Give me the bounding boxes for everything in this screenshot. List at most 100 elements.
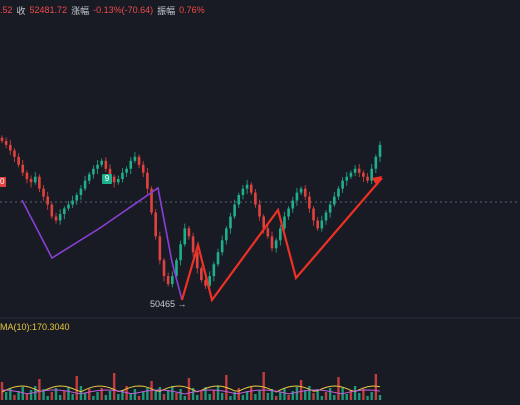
volume-bar	[328, 388, 332, 400]
candle-body	[303, 188, 307, 197]
signal-badge[interactable]: 9	[102, 174, 112, 184]
candle-body	[137, 156, 141, 165]
low-price-tag: 50465 →	[150, 299, 187, 309]
candle-body	[175, 260, 178, 277]
volume-bar	[108, 391, 112, 400]
volume-bar	[112, 373, 116, 400]
candle-body	[291, 200, 295, 209]
volume-bar	[258, 390, 261, 400]
volume-bar	[266, 393, 270, 400]
volume-bar	[241, 395, 245, 400]
candle-body	[333, 196, 336, 205]
candle-body	[308, 196, 311, 209]
volume-bar	[21, 387, 24, 400]
volume-bar	[245, 391, 249, 400]
candle-body	[374, 156, 378, 169]
volume-bar	[92, 396, 95, 400]
volume-bar	[362, 389, 365, 400]
candle-body	[83, 180, 87, 189]
candle-body	[29, 179, 33, 183]
volume-bar	[345, 394, 348, 400]
candle-body	[96, 164, 99, 169]
candle-body	[245, 184, 249, 189]
volume-bar	[312, 393, 315, 400]
candle-body	[225, 228, 228, 241]
candle-body	[13, 150, 16, 157]
candle-body	[357, 168, 361, 173]
change-value: -0.13%(-70.64)	[93, 5, 154, 15]
volume-bar	[46, 396, 49, 400]
low-price-arrow: →	[177, 299, 187, 309]
volume-bar	[262, 372, 265, 400]
candle-body	[150, 188, 153, 213]
volume-bar	[204, 387, 207, 400]
candle-body	[328, 204, 332, 213]
candle-body	[79, 188, 83, 195]
volume-bar	[349, 390, 353, 400]
volume-bar	[54, 388, 58, 400]
candle-body	[87, 174, 91, 181]
volume-bar	[270, 389, 274, 400]
volume-bar	[291, 391, 294, 400]
volume-bar	[75, 376, 78, 400]
volume-bar	[254, 394, 257, 400]
volume-bar	[308, 386, 311, 400]
volume-bar	[104, 395, 108, 400]
candle-body	[179, 244, 182, 261]
candle-body	[146, 172, 149, 189]
volume-bar	[274, 396, 278, 400]
volume-bar	[212, 390, 216, 400]
volume-bar	[4, 392, 8, 400]
candle-body	[229, 216, 232, 229]
left-edge-badge: 0	[0, 177, 6, 187]
volume-bar	[200, 391, 203, 400]
candle-body	[312, 208, 315, 221]
volume-bar	[250, 387, 253, 400]
amplitude-label: 振幅	[157, 5, 176, 16]
candle-body	[370, 168, 373, 181]
volume-bar	[0, 382, 4, 400]
volume-bar	[179, 389, 182, 400]
volume-bar	[142, 392, 145, 400]
candle-body	[54, 216, 58, 221]
candle-body	[50, 204, 54, 217]
candle-body	[274, 240, 278, 249]
candle-body	[378, 144, 382, 157]
candle-body	[4, 140, 8, 145]
volume-bar	[154, 391, 157, 400]
volume-bar	[117, 394, 120, 400]
volume-bar	[146, 388, 149, 400]
candle-body	[233, 204, 236, 217]
volume-bar	[100, 388, 103, 400]
info-prefix: .52	[0, 5, 13, 15]
candle-body	[366, 176, 369, 181]
volume-bar	[283, 388, 286, 400]
candle-body	[42, 188, 45, 197]
candle-body	[316, 220, 319, 229]
candle-body	[129, 160, 133, 169]
wave-line-red	[180, 177, 383, 303]
candle-body	[187, 228, 191, 237]
volume-bar	[88, 389, 91, 400]
candle-body	[279, 228, 282, 241]
volume-bar	[137, 396, 141, 400]
candle-body	[262, 216, 265, 229]
candle-body	[241, 188, 245, 195]
ma-line-purple	[1, 389, 381, 395]
volume-bar	[158, 387, 162, 400]
volume-bar	[358, 393, 361, 400]
candle-body	[92, 168, 95, 175]
volume-bar	[67, 387, 70, 400]
candle-body	[121, 172, 124, 180]
volume-bar	[366, 396, 369, 400]
volume-bar	[9, 388, 12, 400]
candle-body	[75, 195, 79, 201]
candle-body	[204, 280, 207, 286]
volume-bar	[162, 394, 166, 400]
candle-body	[341, 180, 344, 189]
candle-body	[58, 214, 62, 221]
candle-body	[195, 252, 199, 269]
volume-bar	[83, 393, 87, 400]
